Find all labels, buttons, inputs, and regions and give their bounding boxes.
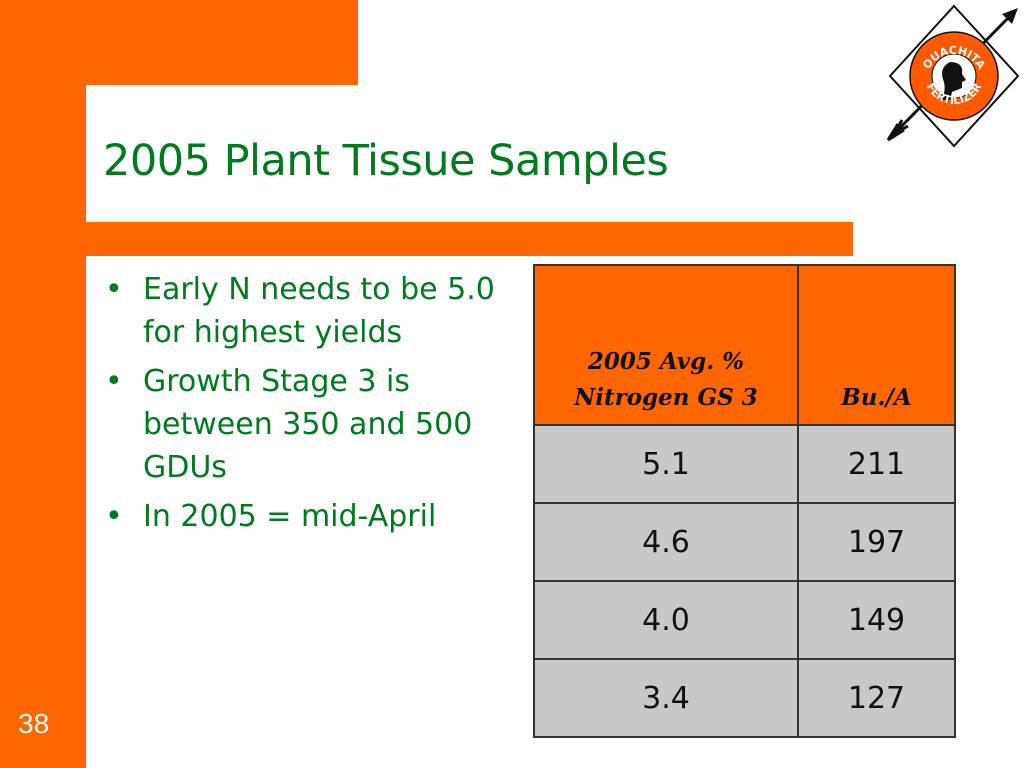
bullet-item: In 2005 = mid-April bbox=[103, 495, 503, 538]
cell-yield: 149 bbox=[797, 580, 956, 660]
title-underline-stripe bbox=[86, 222, 853, 256]
left-accent-bar bbox=[0, 0, 86, 768]
ouachita-fertilizer-logo: OUACHITA FERTILIZER bbox=[886, 4, 1020, 148]
slide-number: 38 bbox=[18, 708, 50, 739]
cell-yield: 197 bbox=[797, 502, 956, 582]
table-row: 3.4 127 bbox=[533, 658, 956, 738]
table-row: 5.1 211 bbox=[533, 424, 956, 504]
table-row: 4.6 197 bbox=[533, 502, 956, 582]
top-accent-block bbox=[0, 0, 358, 85]
slide-title: 2005 Plant Tissue Samples bbox=[103, 136, 669, 186]
header-nitrogen: 2005 Avg. % Nitrogen GS 3 bbox=[533, 264, 799, 426]
cell-nitrogen: 4.6 bbox=[533, 502, 799, 582]
cell-yield: 211 bbox=[797, 424, 956, 504]
table-header-row: 2005 Avg. % Nitrogen GS 3 Bu./A bbox=[533, 264, 956, 426]
bullet-item: Growth Stage 3 is between 350 and 500 GD… bbox=[103, 360, 503, 489]
bullet-item: Early N needs to be 5.0 for highest yiel… bbox=[103, 268, 503, 354]
bullet-list: Early N needs to be 5.0 for highest yiel… bbox=[103, 268, 503, 544]
header-yield: Bu./A bbox=[797, 264, 956, 426]
cell-nitrogen: 3.4 bbox=[533, 658, 799, 738]
title-panel bbox=[86, 85, 846, 222]
cell-nitrogen: 5.1 bbox=[533, 424, 799, 504]
cell-yield: 127 bbox=[797, 658, 956, 738]
cell-nitrogen: 4.0 bbox=[533, 580, 799, 660]
nitrogen-yield-table: 2005 Avg. % Nitrogen GS 3 Bu./A 5.1 211 … bbox=[533, 264, 956, 738]
table-row: 4.0 149 bbox=[533, 580, 956, 660]
